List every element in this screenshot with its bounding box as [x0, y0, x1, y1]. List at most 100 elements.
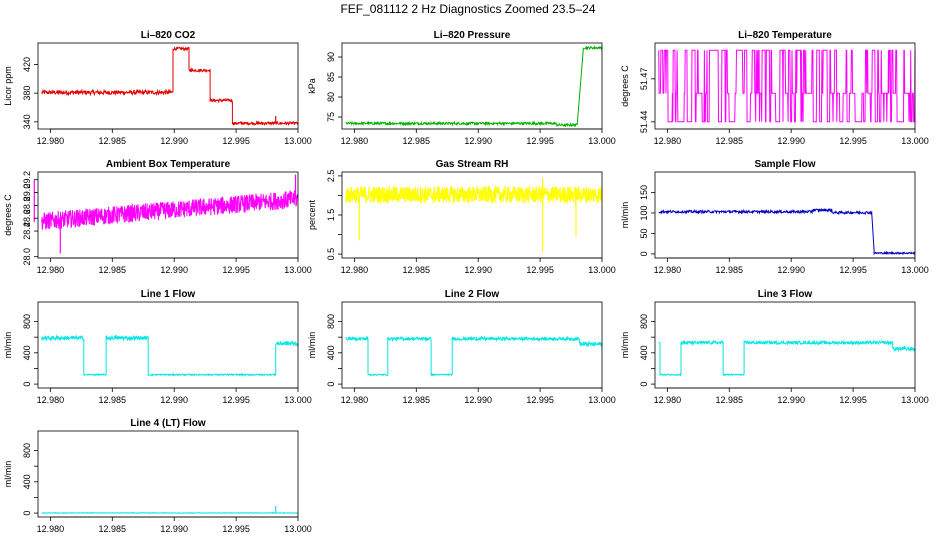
series-line	[658, 49, 916, 123]
y-tick-label: 0	[639, 382, 649, 387]
y-tick-label: 150	[639, 185, 649, 200]
y-tick-label: 28.0	[22, 248, 32, 266]
y-axis-label: degrees C	[620, 65, 630, 107]
series-line	[345, 185, 603, 205]
chart-title: Line 2 Flow	[445, 289, 500, 300]
x-tick-label: 12.980	[654, 265, 682, 275]
chart-title: Line 1 Flow	[141, 289, 196, 300]
x-tick-label: 12.980	[341, 265, 369, 275]
chart-panel-10: Line 4 (LT) Flow 12.980 12.985 12.990 12.995…	[3, 418, 312, 534]
y-tick-label: 75	[326, 112, 336, 122]
x-tick-label: 12.980	[37, 265, 65, 275]
y-tick-label: 800	[639, 314, 649, 329]
x-tick-label: 13.000	[588, 395, 616, 405]
x-tick-label: 12.980	[654, 395, 682, 405]
y-tick-label: 85	[326, 72, 336, 82]
chart-panels: Li–820 CO2 12.980 12.985 12.990 12.995 13.000…	[3, 30, 929, 534]
x-tick-label: 12.990	[777, 265, 805, 275]
y-tick-label: 380	[22, 86, 32, 101]
x-tick-label: 12.990	[160, 265, 188, 275]
plot-frame	[341, 301, 603, 389]
x-tick-label: 12.980	[341, 136, 369, 146]
y-axis-label: ml/min	[620, 332, 630, 359]
y-tick-label: 50	[639, 228, 649, 238]
chart-title: Li–820 CO2	[141, 30, 196, 41]
x-tick-label: 12.990	[464, 265, 492, 275]
y-tick-label: 28.4	[22, 222, 32, 240]
chart-title: Line 4 (LT) Flow	[130, 418, 206, 429]
chart-panel-8: Line 2 Flow 12.980 12.985 12.990 12.995 13.00…	[307, 289, 616, 405]
y-axis-label: degrees C	[3, 194, 13, 236]
x-tick-label: 12.990	[160, 395, 188, 405]
y-axis-label: kPa	[307, 78, 317, 94]
x-tick-label: 12.990	[464, 395, 492, 405]
y-tick-label: 28.8	[22, 197, 32, 215]
x-tick-label: 12.985	[716, 265, 744, 275]
x-tick-label: 13.000	[588, 265, 616, 275]
plot-frame	[654, 171, 916, 259]
y-tick-label: 340	[22, 114, 32, 129]
x-tick-label: 12.980	[654, 136, 682, 146]
x-tick-label: 13.000	[588, 136, 616, 146]
chart-panel-3: Li–820 Temperature 12.980 12.985 12.990 12.9…	[620, 30, 929, 146]
chart-panel-4: Ambient Box Temperature 12.980 12.985 12.99…	[3, 159, 312, 275]
chart-panel-1: Li–820 CO2 12.980 12.985 12.990 12.995 13.000…	[3, 30, 312, 146]
y-axis-label: ml/min	[307, 332, 317, 359]
x-tick-label: 13.000	[284, 395, 312, 405]
x-tick-label: 12.995	[526, 136, 554, 146]
x-tick-label: 12.995	[839, 136, 867, 146]
y-tick-label: 100	[639, 205, 649, 220]
x-tick-label: 12.990	[777, 136, 805, 146]
chart-title: Sample Flow	[754, 159, 815, 170]
chart-title: Gas Stream RH	[436, 159, 509, 170]
x-tick-label: 12.995	[222, 265, 250, 275]
series-line	[345, 44, 603, 128]
chart-panel-6: Sample Flow 12.980 12.985 12.990 12.995 13.00…	[620, 159, 929, 275]
y-axis-label: percent	[307, 199, 317, 230]
chart-panel-9: Line 3 Flow 12.980 12.985 12.990 12.995 13.00…	[620, 289, 929, 405]
series-line	[41, 334, 299, 377]
y-tick-label: 0	[22, 511, 32, 516]
x-tick-label: 12.985	[716, 395, 744, 405]
x-tick-label: 12.985	[403, 265, 431, 275]
y-tick-label: 80	[326, 92, 336, 102]
x-tick-label: 13.000	[901, 395, 929, 405]
x-tick-label: 12.995	[839, 265, 867, 275]
x-tick-label: 13.000	[901, 265, 929, 275]
y-tick-label: 400	[639, 345, 649, 360]
x-tick-label: 12.985	[99, 136, 127, 146]
chart-panel-5: Gas Stream RH 12.980 12.985 12.990 12.995 13.…	[307, 159, 616, 275]
chart-title: Li–820 Temperature	[738, 30, 832, 41]
x-tick-label: 12.985	[99, 265, 127, 275]
y-tick-label: 28.6	[22, 209, 32, 227]
series-line	[658, 207, 916, 256]
y-tick-label: 51.44	[639, 111, 649, 134]
y-tick-label: 0	[639, 251, 649, 256]
plot-frame	[37, 430, 299, 518]
series-line	[41, 45, 299, 127]
y-tick-label: 400	[22, 345, 32, 360]
x-tick-label: 12.990	[464, 136, 492, 146]
y-tick-label: 51.47	[639, 68, 649, 91]
x-tick-label: 13.000	[901, 136, 929, 146]
y-tick-label: 800	[22, 314, 32, 329]
y-tick-label: 800	[326, 314, 336, 329]
y-axis-label: ml/min	[3, 332, 13, 359]
series-line	[41, 190, 299, 231]
plot-frame	[654, 301, 916, 389]
x-tick-label: 13.000	[284, 265, 312, 275]
y-tick-label: 29.0	[22, 184, 32, 202]
plot-frame	[341, 42, 603, 130]
x-tick-label: 12.985	[99, 524, 127, 534]
y-tick-label: 90	[326, 52, 336, 62]
x-tick-label: 12.980	[37, 395, 65, 405]
x-tick-label: 12.985	[403, 136, 431, 146]
x-tick-label: 12.980	[37, 136, 65, 146]
plot-frame	[341, 171, 603, 259]
y-axis-label: ml/min	[3, 461, 13, 488]
plot-frame	[37, 42, 299, 130]
y-axis-label: Licor ppm	[3, 66, 13, 106]
x-tick-label: 12.995	[222, 136, 250, 146]
x-tick-label: 12.990	[160, 136, 188, 146]
